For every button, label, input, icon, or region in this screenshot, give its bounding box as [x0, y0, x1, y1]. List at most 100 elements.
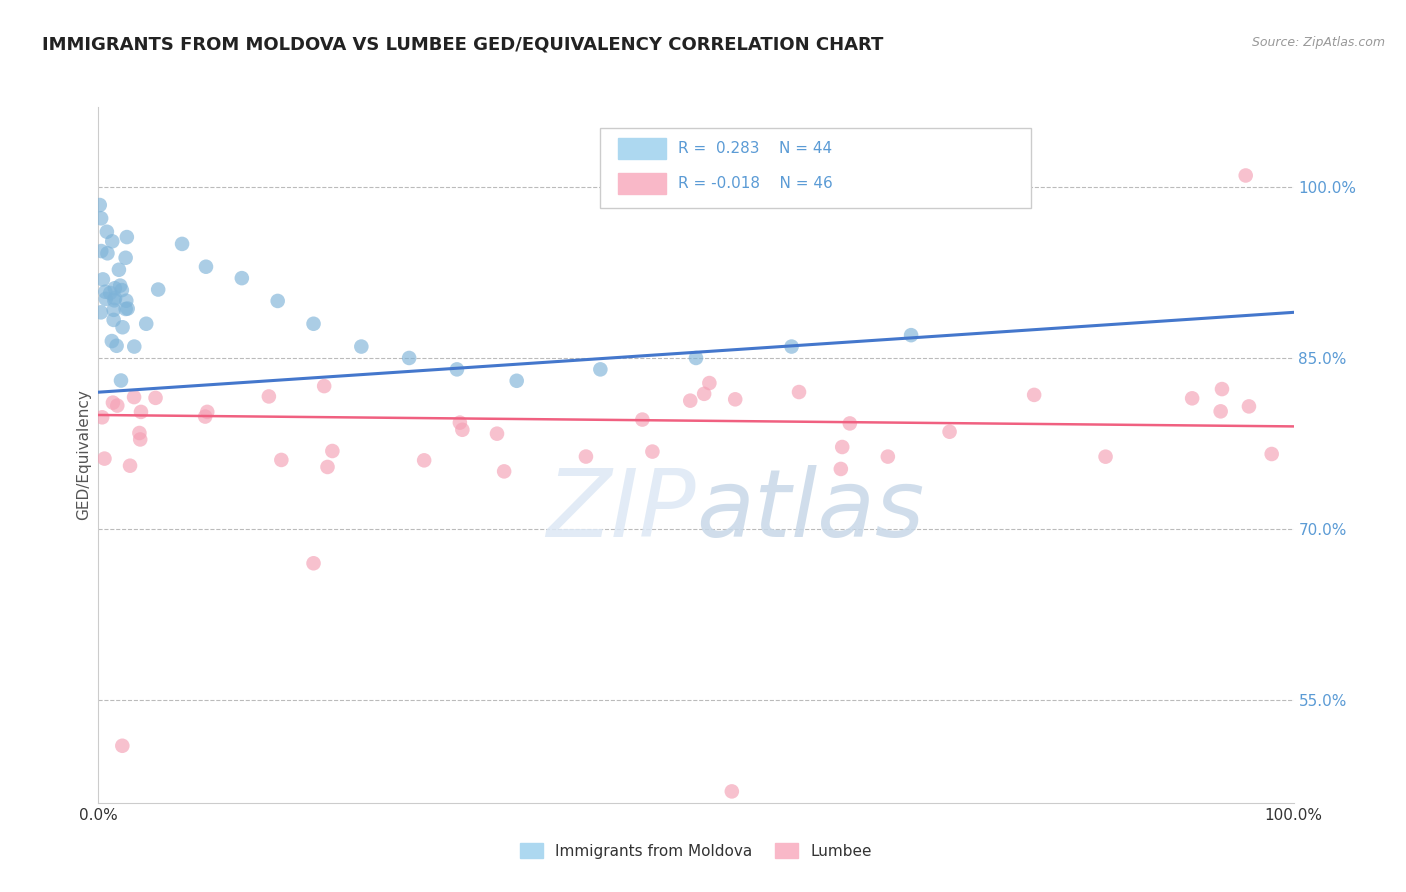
Point — [129, 405, 152, 419]
Point — [641, 444, 664, 458]
Point — [575, 450, 598, 464]
Point — [446, 362, 468, 376]
Point — [350, 340, 373, 354]
Text: atlas: atlas — [696, 465, 924, 556]
Point — [148, 283, 170, 297]
Point — [114, 301, 136, 316]
Point — [115, 293, 138, 308]
Point — [128, 425, 150, 440]
Point — [876, 450, 898, 464]
Point — [91, 410, 114, 425]
Point — [94, 285, 117, 299]
Point — [314, 379, 336, 393]
Point — [589, 362, 612, 376]
Point — [101, 235, 124, 249]
Point — [172, 236, 194, 251]
Point — [1234, 169, 1257, 183]
Point — [117, 301, 139, 316]
Text: Source: ZipAtlas.com: Source: ZipAtlas.com — [1251, 36, 1385, 49]
Text: ZIP: ZIP — [547, 465, 696, 556]
Point — [101, 334, 124, 348]
Point — [724, 392, 747, 407]
Point — [195, 260, 218, 274]
Point — [94, 292, 117, 306]
Y-axis label: GED/Equivalency: GED/Equivalency — [76, 390, 91, 520]
Point — [110, 374, 132, 388]
Point — [938, 425, 960, 439]
Point — [413, 453, 436, 467]
Point — [1181, 392, 1204, 406]
FancyBboxPatch shape — [619, 173, 666, 194]
Point — [118, 458, 141, 473]
Legend: Immigrants from Moldova, Lumbee: Immigrants from Moldova, Lumbee — [513, 837, 879, 864]
Point — [449, 416, 471, 430]
Point — [679, 393, 702, 408]
Point — [302, 317, 325, 331]
Point — [831, 440, 853, 454]
Point — [103, 293, 125, 308]
Point — [145, 391, 167, 405]
Text: R =  0.283    N = 44: R = 0.283 N = 44 — [678, 141, 832, 156]
Point — [111, 320, 134, 334]
Point — [1211, 382, 1233, 396]
Point — [398, 351, 420, 365]
Point — [96, 246, 118, 260]
Point — [111, 283, 134, 297]
Point — [830, 462, 852, 476]
Point — [316, 460, 339, 475]
Point — [93, 451, 115, 466]
Point — [631, 412, 654, 426]
Point — [104, 291, 127, 305]
Point — [105, 399, 128, 413]
Point — [108, 278, 131, 293]
Point — [124, 340, 146, 354]
Point — [101, 395, 124, 409]
Point — [129, 433, 152, 447]
Point — [98, 285, 121, 300]
Point — [96, 225, 118, 239]
Point — [135, 317, 157, 331]
Point — [1094, 450, 1116, 464]
Point — [105, 339, 128, 353]
Point — [104, 281, 127, 295]
Point — [231, 271, 253, 285]
Point — [108, 262, 131, 277]
Point — [103, 313, 125, 327]
Point — [900, 328, 922, 343]
Point — [90, 244, 112, 258]
Point — [494, 464, 516, 478]
Point — [1260, 447, 1282, 461]
Point — [302, 556, 325, 570]
Point — [91, 272, 114, 286]
Point — [257, 389, 280, 403]
Point — [721, 784, 744, 798]
Point — [267, 293, 290, 308]
Point — [195, 405, 218, 419]
Point — [90, 305, 112, 319]
Point — [103, 302, 125, 317]
Point — [90, 211, 112, 226]
Point — [699, 376, 721, 390]
Point — [506, 374, 529, 388]
Point — [1209, 404, 1232, 418]
Point — [89, 198, 111, 212]
Point — [321, 444, 343, 458]
FancyBboxPatch shape — [619, 138, 666, 159]
Point — [838, 417, 860, 431]
Point — [115, 230, 138, 244]
Text: R = -0.018    N = 46: R = -0.018 N = 46 — [678, 176, 832, 191]
Point — [114, 251, 136, 265]
Point — [111, 739, 134, 753]
Point — [270, 453, 292, 467]
Point — [693, 387, 716, 401]
Point — [1024, 388, 1046, 402]
Point — [194, 409, 217, 424]
Point — [451, 423, 474, 437]
Point — [780, 340, 803, 354]
Point — [122, 390, 145, 404]
Point — [685, 351, 707, 365]
Point — [485, 426, 508, 441]
Text: IMMIGRANTS FROM MOLDOVA VS LUMBEE GED/EQUIVALENCY CORRELATION CHART: IMMIGRANTS FROM MOLDOVA VS LUMBEE GED/EQ… — [42, 36, 883, 54]
Point — [1237, 400, 1260, 414]
Point — [787, 384, 810, 399]
